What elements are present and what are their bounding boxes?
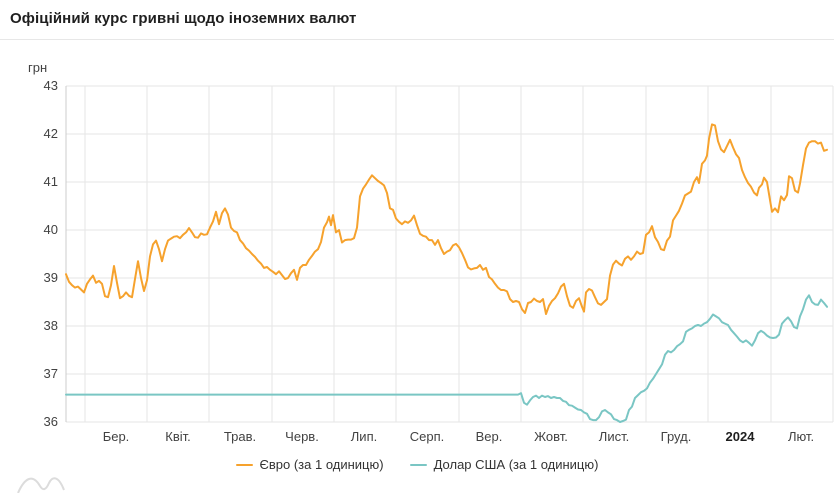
legend-label: Долар США (за 1 одиницю) bbox=[433, 457, 599, 472]
y-tick-label: 40 bbox=[43, 222, 58, 237]
legend-label: Євро (за 1 одиницю) bbox=[259, 457, 384, 472]
x-tick-label: Квіт. bbox=[165, 429, 191, 444]
x-tick-label: Лист. bbox=[598, 429, 630, 444]
x-tick-label: Вер. bbox=[475, 429, 503, 444]
page-title: Офіційний курс гривні щодо іноземних вал… bbox=[10, 10, 357, 27]
x-tick-label: Бер. bbox=[102, 429, 130, 444]
y-axis-unit-label: грн bbox=[28, 60, 48, 75]
grid-lines bbox=[65, 85, 834, 423]
legend-item-dollar[interactable]: Долар США (за 1 одиницю) bbox=[409, 457, 599, 472]
y-tick-label: 39 bbox=[43, 270, 58, 285]
y-tick-label: 38 bbox=[43, 318, 58, 333]
x-tick-label: Черв. bbox=[285, 429, 319, 444]
chart-legend: Євро (за 1 одиницю) Долар США (за 1 одини… bbox=[0, 457, 834, 472]
header-divider bbox=[0, 39, 834, 40]
series-line-dollar bbox=[65, 294, 828, 423]
x-tick-label: Серп. bbox=[409, 429, 445, 444]
y-tick-label: 41 bbox=[43, 174, 58, 189]
y-tick-label: 43 bbox=[43, 78, 58, 93]
series-lines bbox=[65, 123, 828, 423]
watermark-wave-icon bbox=[17, 477, 65, 493]
y-tick-label: 37 bbox=[43, 366, 58, 381]
x-tick-label: Трав. bbox=[223, 429, 257, 444]
x-tick-label: Груд. bbox=[660, 429, 692, 444]
x-tick-label: Жовт. bbox=[534, 429, 568, 444]
legend-line-swatch-icon bbox=[409, 463, 427, 466]
series-line-euro bbox=[65, 123, 828, 315]
legend-item-euro[interactable]: Євро (за 1 одиницю) bbox=[235, 457, 384, 472]
legend-line-swatch-icon bbox=[235, 463, 253, 466]
x-tick-label: Лип. bbox=[350, 429, 378, 444]
y-tick-label: 42 bbox=[43, 126, 58, 141]
x-tick-label: 2024 bbox=[725, 429, 755, 444]
x-tick-label: Лют. bbox=[787, 429, 815, 444]
y-tick-label: 36 bbox=[43, 414, 58, 429]
